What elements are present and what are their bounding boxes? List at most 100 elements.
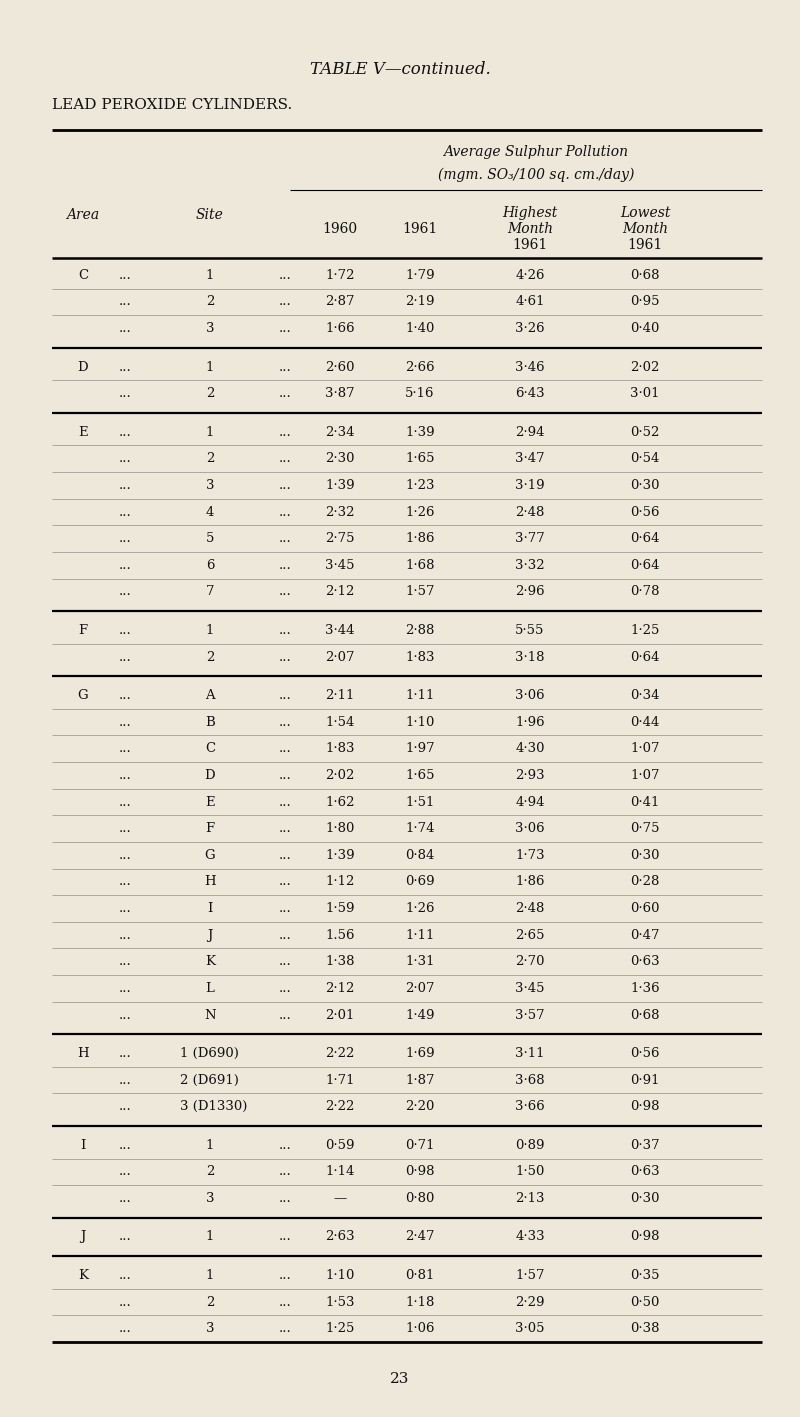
Text: 3·06: 3·06 (515, 822, 545, 835)
Text: 0·98: 0·98 (630, 1100, 660, 1114)
Text: G: G (78, 689, 88, 701)
Text: 0·98: 0·98 (630, 1230, 660, 1244)
Text: 0·54: 0·54 (630, 452, 660, 465)
Text: ...: ... (278, 743, 291, 755)
Text: ...: ... (118, 425, 131, 439)
Text: ...: ... (278, 506, 291, 519)
Text: E: E (205, 795, 215, 809)
Text: 1·23: 1·23 (406, 479, 434, 492)
Text: 1·65: 1·65 (406, 769, 434, 782)
Text: C: C (205, 743, 215, 755)
Text: ...: ... (118, 743, 131, 755)
Text: ...: ... (278, 585, 291, 598)
Text: 1·54: 1·54 (326, 716, 354, 728)
Text: 1: 1 (206, 1230, 214, 1244)
Text: 0·81: 0·81 (406, 1270, 434, 1282)
Text: ...: ... (278, 849, 291, 862)
Text: ...: ... (278, 955, 291, 968)
Text: 1·12: 1·12 (326, 876, 354, 888)
Text: 1·57: 1·57 (406, 585, 434, 598)
Text: 2·75: 2·75 (326, 533, 354, 546)
Text: 0·64: 0·64 (630, 650, 660, 663)
Text: 2·63: 2·63 (325, 1230, 355, 1244)
Text: I: I (80, 1139, 86, 1152)
Text: I: I (207, 903, 213, 915)
Text: ...: ... (278, 296, 291, 309)
Text: 3·45: 3·45 (326, 558, 354, 572)
Text: 0·63: 0·63 (630, 955, 660, 968)
Text: 1 (D690): 1 (D690) (180, 1047, 239, 1060)
Text: ...: ... (118, 1139, 131, 1152)
Text: ...: ... (278, 650, 291, 663)
Text: ...: ... (278, 876, 291, 888)
Text: 2·07: 2·07 (406, 982, 434, 995)
Text: ...: ... (278, 1165, 291, 1179)
Text: 1·57: 1·57 (515, 1270, 545, 1282)
Text: ...: ... (118, 1295, 131, 1308)
Text: J: J (207, 928, 213, 942)
Text: A: A (205, 689, 215, 701)
Text: 0·40: 0·40 (630, 322, 660, 334)
Text: 1·87: 1·87 (406, 1074, 434, 1087)
Text: 2·20: 2·20 (406, 1100, 434, 1114)
Text: 0·30: 0·30 (630, 849, 660, 862)
Text: G: G (205, 849, 215, 862)
Text: ...: ... (118, 795, 131, 809)
Text: 2·13: 2·13 (515, 1192, 545, 1204)
Text: 1·65: 1·65 (406, 452, 434, 465)
Text: 0·98: 0·98 (406, 1165, 434, 1179)
Text: 4: 4 (206, 506, 214, 519)
Text: ...: ... (118, 876, 131, 888)
Text: K: K (78, 1270, 88, 1282)
Text: 1·79: 1·79 (405, 269, 435, 282)
Text: 1·51: 1·51 (406, 795, 434, 809)
Text: ...: ... (278, 623, 291, 636)
Text: 0·95: 0·95 (630, 296, 660, 309)
Text: 4·33: 4·33 (515, 1230, 545, 1244)
Text: 0·64: 0·64 (630, 558, 660, 572)
Text: 1·80: 1·80 (326, 822, 354, 835)
Text: 0·37: 0·37 (630, 1139, 660, 1152)
Text: 1·97: 1·97 (405, 743, 435, 755)
Text: ...: ... (118, 769, 131, 782)
Text: 0·44: 0·44 (630, 716, 660, 728)
Text: 1·25: 1·25 (630, 623, 660, 636)
Text: 2·93: 2·93 (515, 769, 545, 782)
Text: 0·50: 0·50 (630, 1295, 660, 1308)
Text: 2·19: 2·19 (406, 296, 434, 309)
Text: 23: 23 (390, 1372, 410, 1386)
Text: 2·22: 2·22 (326, 1100, 354, 1114)
Text: 5: 5 (206, 533, 214, 546)
Text: 1·71: 1·71 (326, 1074, 354, 1087)
Text: 2·34: 2·34 (326, 425, 354, 439)
Text: 0·52: 0·52 (630, 425, 660, 439)
Text: ...: ... (278, 903, 291, 915)
Text: 0·41: 0·41 (630, 795, 660, 809)
Text: D: D (78, 360, 88, 374)
Text: TABLE V—continued.: TABLE V—continued. (310, 61, 490, 78)
Text: 4·26: 4·26 (515, 269, 545, 282)
Text: H: H (204, 876, 216, 888)
Text: 2·48: 2·48 (515, 506, 545, 519)
Text: ...: ... (118, 849, 131, 862)
Text: 3·01: 3·01 (630, 387, 660, 400)
Text: 0·64: 0·64 (630, 533, 660, 546)
Text: 2·30: 2·30 (326, 452, 354, 465)
Text: ...: ... (118, 1009, 131, 1022)
Text: 1·66: 1·66 (325, 322, 355, 334)
Text: 1·74: 1·74 (406, 822, 434, 835)
Text: 1·25: 1·25 (326, 1322, 354, 1335)
Text: ...: ... (118, 1047, 131, 1060)
Text: 5·55: 5·55 (515, 623, 545, 636)
Text: 3·57: 3·57 (515, 1009, 545, 1022)
Text: 0·78: 0·78 (630, 585, 660, 598)
Text: 2·12: 2·12 (326, 982, 354, 995)
Text: 0·63: 0·63 (630, 1165, 660, 1179)
Text: 2·65: 2·65 (515, 928, 545, 942)
Text: ...: ... (278, 1295, 291, 1308)
Text: 2·29: 2·29 (515, 1295, 545, 1308)
Text: ...: ... (118, 479, 131, 492)
Text: 3·18: 3·18 (515, 650, 545, 663)
Text: 0·56: 0·56 (630, 1047, 660, 1060)
Text: B: B (205, 716, 215, 728)
